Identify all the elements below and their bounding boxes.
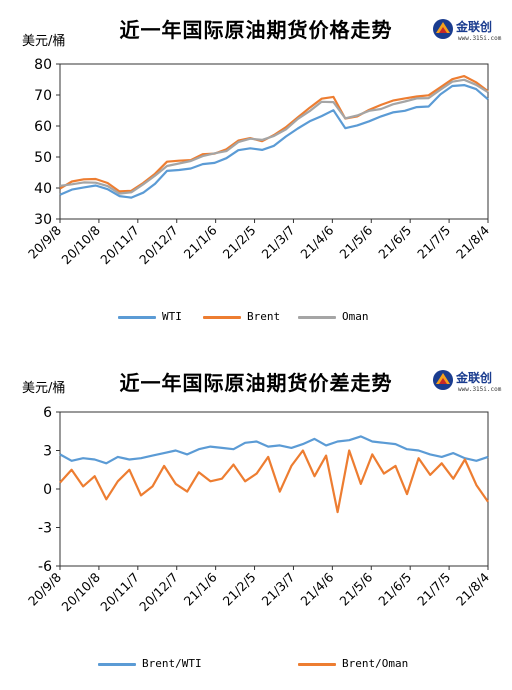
x-tick-label: 21/1/6: [181, 222, 220, 261]
x-tick-label: 20/10/8: [58, 222, 103, 267]
logo-name: 金联创: [456, 20, 493, 34]
series-line-wti: [59, 83, 489, 199]
legend-label: Brent/WTI: [142, 657, 202, 670]
x-tick-label: 21/6/5: [375, 223, 414, 262]
x-tick-label: 20/12/7: [136, 570, 181, 615]
brand-logo: 金联创 www.315i.com: [432, 16, 512, 50]
logo-site: www.315i.com: [458, 386, 502, 393]
logo-name: 金联创: [456, 371, 493, 385]
logo-mark-icon: [433, 370, 453, 390]
y-tick-label: 3: [43, 444, 52, 460]
x-tick-label: 21/7/5: [414, 223, 453, 262]
logo-mark-icon: [433, 19, 453, 39]
chart-title: 近一年国际原油期货价差走势: [119, 371, 393, 395]
series-line-brent-oman: [59, 449, 489, 514]
brand-logo: 金联创 www.315i.com: [432, 367, 512, 401]
legend-label: Brent/Oman: [342, 657, 409, 670]
y-tick-label: -6: [38, 559, 52, 575]
legend-swatch: [298, 316, 336, 319]
x-tick-label: 21/4/6: [297, 222, 336, 261]
y-tick-label: -3: [38, 521, 52, 537]
y-tick-label: 70: [34, 88, 52, 104]
x-tick-label: 21/2/5: [220, 223, 259, 262]
x-tick-label: 21/5/6: [336, 222, 375, 261]
x-tick-label: 21/8/4: [453, 569, 492, 608]
x-tick-label: 21/6/5: [375, 570, 414, 609]
price-chart-panel: 近一年国际原油期货价格走势 美元/桶 金联创 www.315i.com 30 40…: [22, 16, 512, 323]
x-tick-label: 21/3/7: [259, 570, 298, 609]
x-tick-label: 21/7/5: [414, 570, 453, 609]
y-tick-label: 6: [43, 405, 52, 421]
x-tick-label: 20/10/8: [58, 569, 103, 614]
legend-swatch: [203, 316, 241, 319]
x-tick-label: 20/11/7: [97, 223, 142, 268]
legend-label: Brent: [247, 310, 281, 323]
chart-title: 近一年国际原油期货价格走势: [119, 18, 393, 42]
y-axis-unit: 美元/桶: [22, 381, 66, 396]
y-tick-label: 0: [43, 482, 52, 498]
x-tick-label: 21/3/7: [259, 223, 298, 262]
x-tick-label: 20/12/7: [136, 223, 181, 268]
legend-label: Oman: [342, 310, 369, 323]
y-tick-label: 80: [34, 57, 52, 73]
legend-swatch: [98, 663, 136, 666]
x-tick-label: 21/1/6: [181, 569, 220, 608]
x-tick-label: 21/8/4: [453, 222, 492, 261]
y-tick-label: 30: [34, 212, 52, 228]
x-tick-label: 20/11/7: [97, 570, 142, 615]
x-tick-label: 21/5/6: [336, 569, 375, 608]
logo-site: www.315i.com: [458, 35, 502, 42]
legend-label: WTI: [162, 310, 182, 323]
plot-frame: [59, 411, 489, 567]
x-tick-label: 21/2/5: [220, 570, 259, 609]
legend-swatch: [118, 316, 156, 319]
plot-frame: [59, 63, 489, 220]
y-tick-label: 50: [34, 150, 52, 166]
legend-swatch: [298, 663, 336, 666]
spread-chart-panel: 近一年国际原油期货价差走势 美元/桶 金联创 www.315i.com -6 -3…: [0, 345, 512, 690]
series-line-oman: [59, 78, 489, 195]
x-tick-label: 21/4/6: [297, 569, 336, 608]
y-axis-unit: 美元/桶: [22, 34, 66, 49]
y-tick-label: 60: [34, 119, 52, 135]
series-line-brent: [59, 74, 489, 193]
y-tick-label: 40: [34, 181, 52, 197]
series-line-brent-wti: [59, 435, 489, 465]
